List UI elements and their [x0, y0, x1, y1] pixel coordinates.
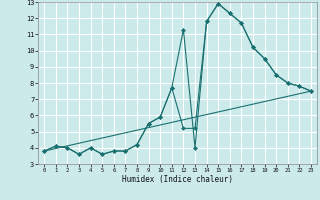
X-axis label: Humidex (Indice chaleur): Humidex (Indice chaleur): [122, 175, 233, 184]
